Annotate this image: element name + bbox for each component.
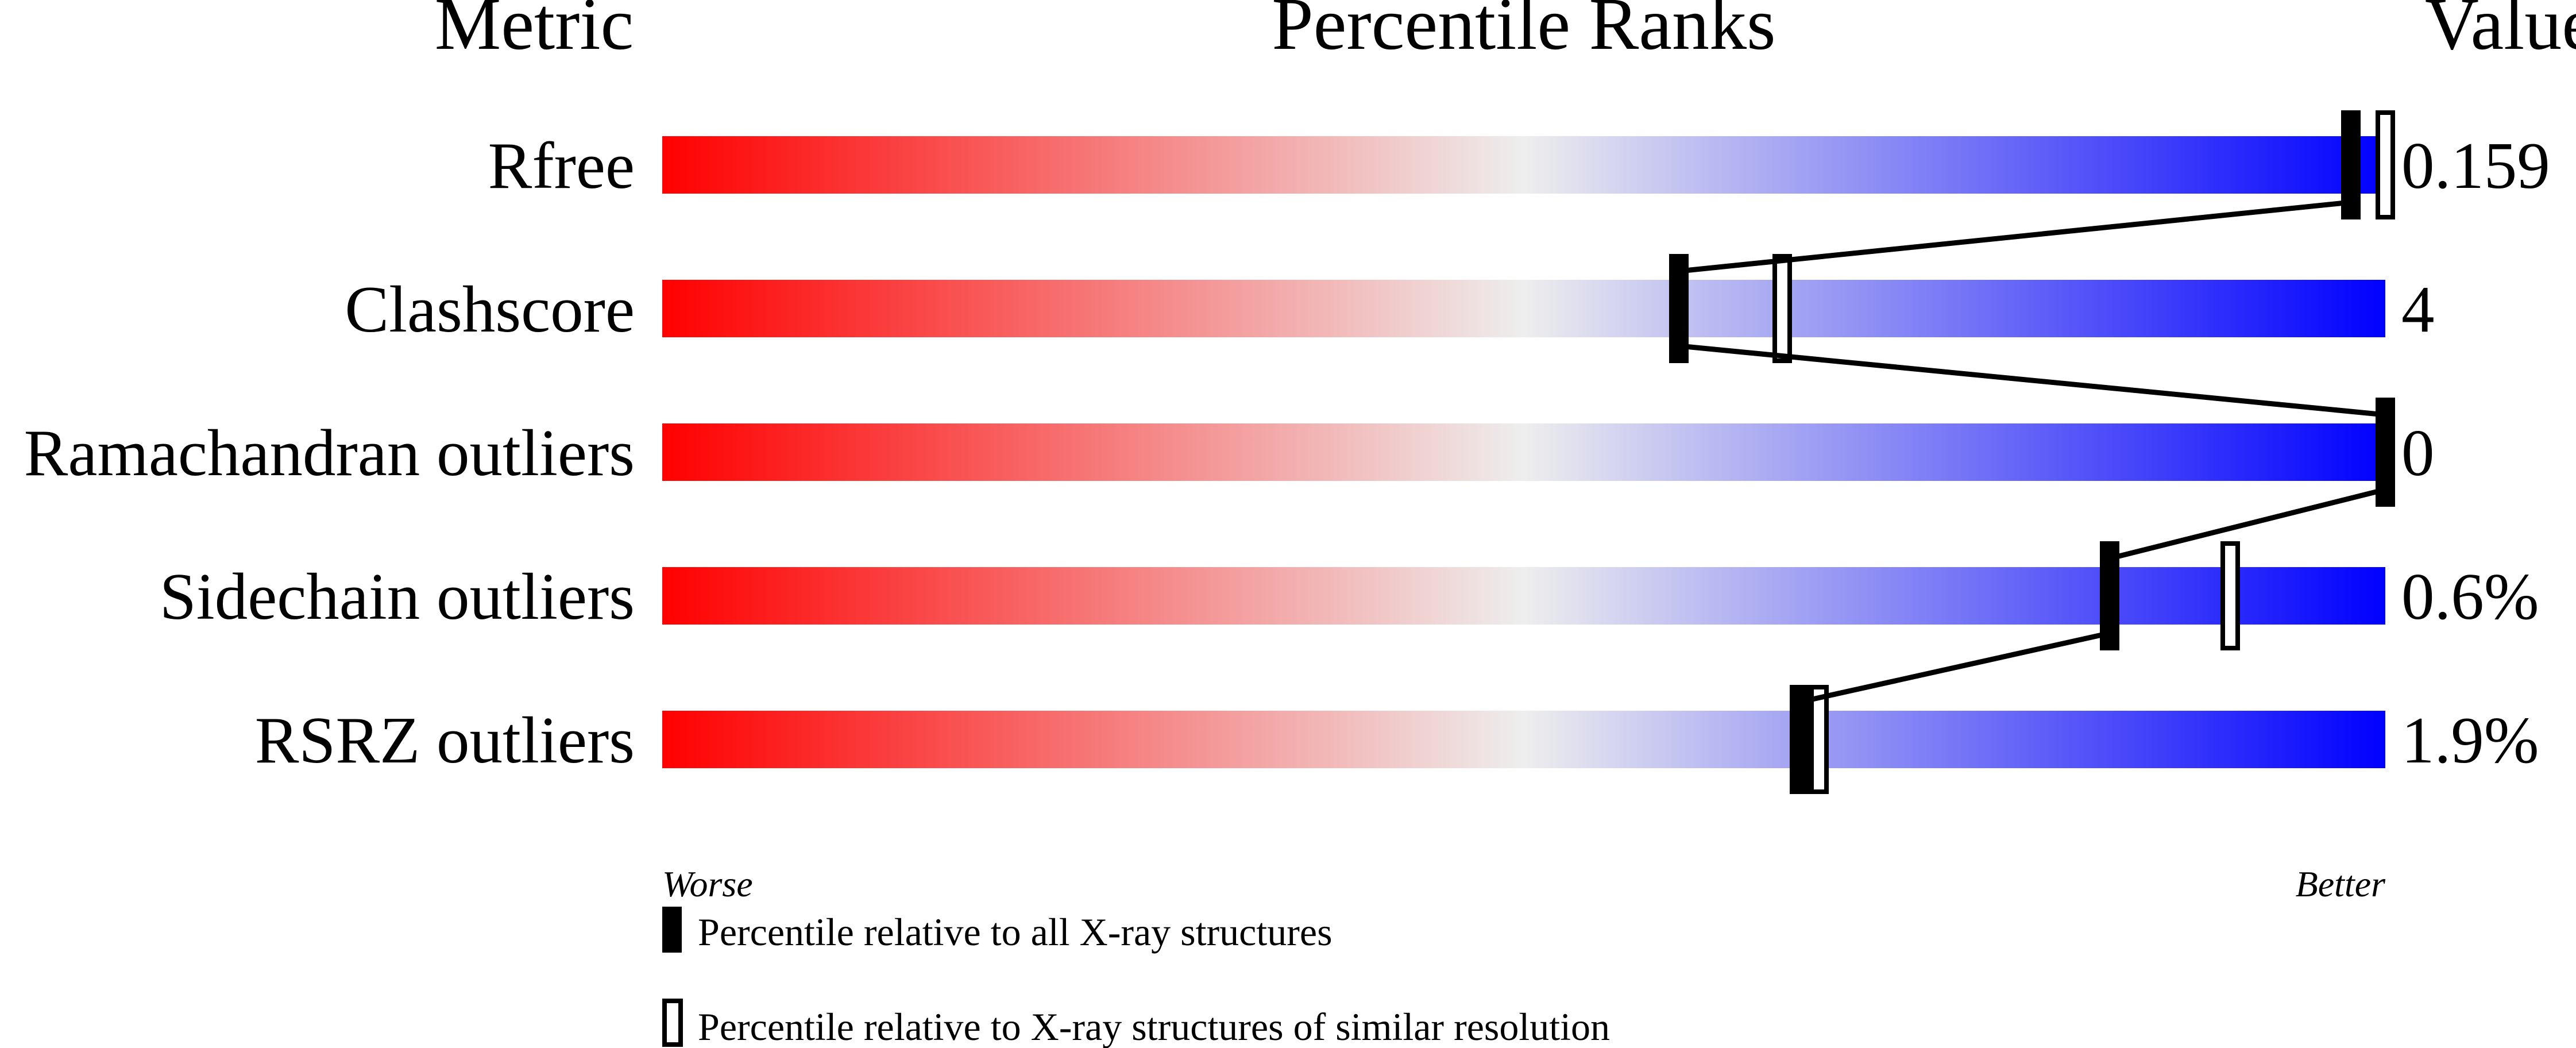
legend-open-marker <box>662 999 683 1047</box>
metric-label: Sidechain outliers <box>160 560 635 633</box>
header-metric: Metric <box>435 0 634 66</box>
metric-value: 1.9% <box>2401 704 2539 777</box>
metric-label: Clashscore <box>345 273 635 346</box>
legend-filled-label: Percentile relative to all X-ray structu… <box>698 910 1333 954</box>
marker-similar-resolution <box>1772 254 1792 363</box>
metric-value: 0.159 <box>2401 129 2550 202</box>
legend-filled-marker <box>662 907 682 953</box>
percentile-bar <box>662 711 2385 768</box>
connector-line <box>2108 487 2386 561</box>
percentile-bar <box>662 423 2385 481</box>
percentile-bar <box>662 280 2385 337</box>
metric-value: 4 <box>2401 273 2435 346</box>
header-value: Value <box>2425 0 2576 66</box>
connector-line <box>1678 343 2386 418</box>
metric-label: Ramachandran outliers <box>24 417 635 490</box>
metric-label: RSRZ outliers <box>255 704 635 777</box>
axis-label-better: Better <box>2296 864 2386 904</box>
axis-label-worse: Worse <box>662 864 753 904</box>
percentile-bar <box>662 136 2385 194</box>
legend-open-label: Percentile relative to X-ray structures … <box>698 1005 1610 1048</box>
marker-similar-resolution <box>2376 110 2395 219</box>
marker-similar-resolution <box>2220 541 2240 650</box>
header-percentile-ranks: Percentile Ranks <box>1272 0 1775 66</box>
metric-label: Rfree <box>488 129 635 202</box>
metric-value: 0 <box>2401 417 2435 490</box>
connector-line <box>1799 630 2110 705</box>
percentile-bar <box>662 567 2385 625</box>
metric-value: 0.6% <box>2401 560 2539 633</box>
connector-line <box>1678 199 2351 274</box>
marker-similar-resolution <box>1809 685 1829 794</box>
